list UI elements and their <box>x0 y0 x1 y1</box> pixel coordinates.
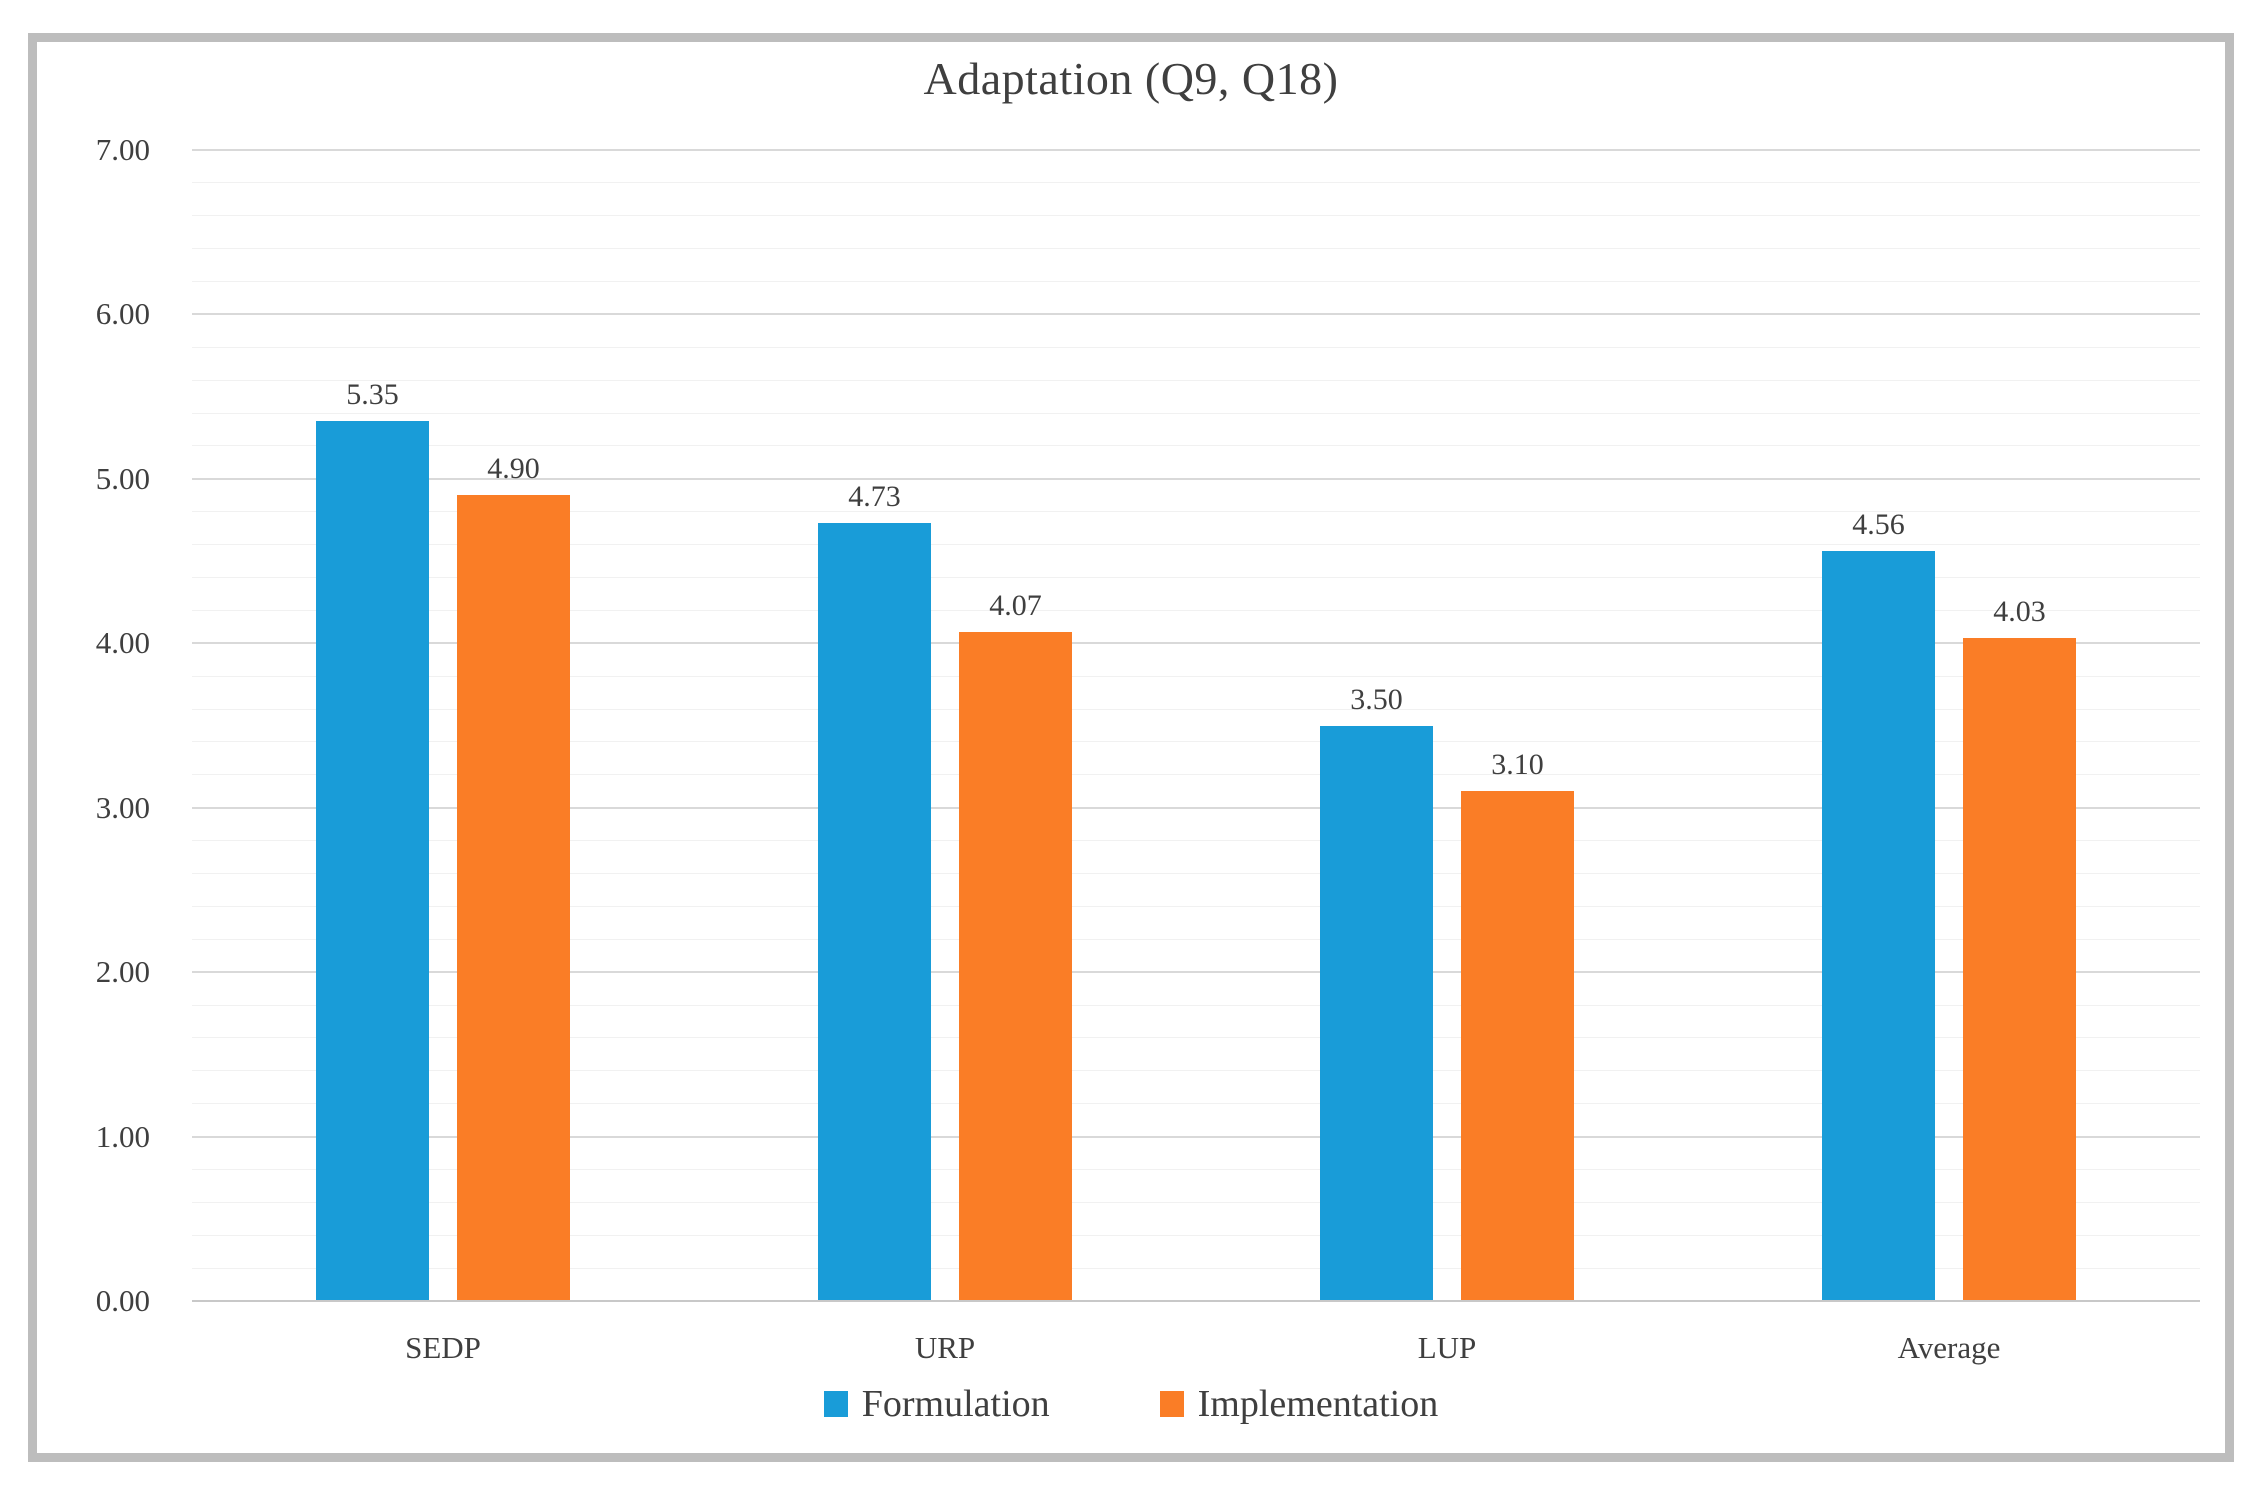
bar-implementation-urp <box>959 631 1072 1301</box>
gridline-minor <box>192 544 2200 546</box>
y-tick-label: 6.00 <box>95 296 150 332</box>
legend: Formulation Implementation <box>37 1382 2225 1426</box>
bar-implementation-average <box>1963 638 2076 1301</box>
bar-value-label: 4.90 <box>487 452 540 486</box>
bar-formulation-lup <box>1320 725 1433 1301</box>
formulation-swatch-icon <box>823 1391 848 1417</box>
gridline-minor <box>192 1267 2200 1269</box>
x-axis-category-labels: SEDP URP LUP Average <box>192 1325 2200 1371</box>
gridline-minor <box>192 905 2200 907</box>
y-tick-label: 4.00 <box>95 625 150 661</box>
legend-label-implementation: Implementation <box>1197 1383 1439 1425</box>
plot-area: 5.35 4.90 4.73 4.07 3.50 3.10 4.56 4.03 <box>192 149 2200 1302</box>
gridline-minor <box>192 1070 2200 1072</box>
implementation-swatch-icon <box>1159 1391 1184 1417</box>
gridline-major <box>192 971 2200 974</box>
gridline-minor <box>192 215 2200 217</box>
bar-value-label: 4.03 <box>1993 595 2046 629</box>
y-tick-label: 1.00 <box>95 1118 150 1154</box>
gridline-minor <box>192 1004 2200 1006</box>
gridline-minor <box>192 412 2200 414</box>
bar-value-label: 4.07 <box>989 588 1042 622</box>
gridline-minor <box>192 182 2200 184</box>
gridline-minor <box>192 938 2200 940</box>
gridline-minor <box>192 379 2200 381</box>
legend-item-implementation: Implementation <box>1159 1382 1439 1426</box>
bar-implementation-sedp <box>457 495 570 1301</box>
bar-implementation-lup <box>1461 791 1574 1301</box>
gridline-minor <box>192 840 2200 842</box>
bar-formulation-average <box>1822 551 1935 1301</box>
gridline-major <box>192 1135 2200 1138</box>
gridline-minor <box>192 609 2200 611</box>
x-axis-line <box>192 1300 2200 1302</box>
x-category-label-urp: URP <box>914 1330 976 1365</box>
gridline-minor <box>192 1234 2200 1236</box>
legend-label-formulation: Formulation <box>861 1383 1050 1425</box>
chart-title: Adaptation (Q9, Q18) <box>923 53 1339 104</box>
gridline-minor <box>192 1168 2200 1170</box>
gridline-minor <box>192 511 2200 513</box>
y-tick-label: 0.00 <box>95 1283 150 1318</box>
y-tick-label: 7.00 <box>95 132 150 167</box>
gridline-major <box>192 642 2200 645</box>
y-axis-tick-labels: 0.00 1.00 2.00 3.00 4.00 5.00 6.00 7.00 <box>40 132 150 1318</box>
gridline-major <box>192 806 2200 809</box>
x-category-label-lup: LUP <box>1417 1330 1477 1365</box>
gridline-minor <box>192 281 2200 283</box>
bar-value-label: 3.50 <box>1350 682 1403 716</box>
gridline-minor <box>192 872 2200 874</box>
y-tick-label: 3.00 <box>95 789 150 825</box>
bar-value-label: 3.10 <box>1491 748 1544 782</box>
gridline-minor <box>192 1201 2200 1203</box>
gridline-major <box>192 313 2200 316</box>
gridline-minor <box>192 248 2200 250</box>
gridline-minor <box>192 708 2200 710</box>
gridline-minor <box>192 675 2200 677</box>
gridline-minor <box>192 445 2200 447</box>
bar-formulation-urp <box>818 523 931 1301</box>
bar-value-label: 5.35 <box>346 378 399 412</box>
y-tick-label: 2.00 <box>95 954 150 990</box>
chart-frame: Adaptation (Q9, Q18) 0.00 1.00 2.00 3.00 4.0… <box>28 33 2234 1462</box>
gridline-minor <box>192 741 2200 743</box>
y-tick-label: 5.00 <box>95 460 150 496</box>
gridline-minor <box>192 577 2200 578</box>
gridline-minor <box>192 774 2200 776</box>
gridline-minor <box>192 346 2200 348</box>
legend-item-formulation: Formulation <box>823 1382 1050 1426</box>
gridline-minor <box>192 1037 2200 1039</box>
bar-formulation-sedp <box>316 421 429 1301</box>
gridline-major <box>192 149 2200 151</box>
bar-value-label: 4.56 <box>1852 508 1905 542</box>
x-category-label-average: Average <box>1897 1330 2001 1365</box>
bar-value-label: 4.73 <box>848 480 901 514</box>
gridline-minor <box>192 1103 2200 1105</box>
gridline-major <box>192 477 2200 480</box>
x-category-label-sedp: SEDP <box>405 1330 481 1365</box>
